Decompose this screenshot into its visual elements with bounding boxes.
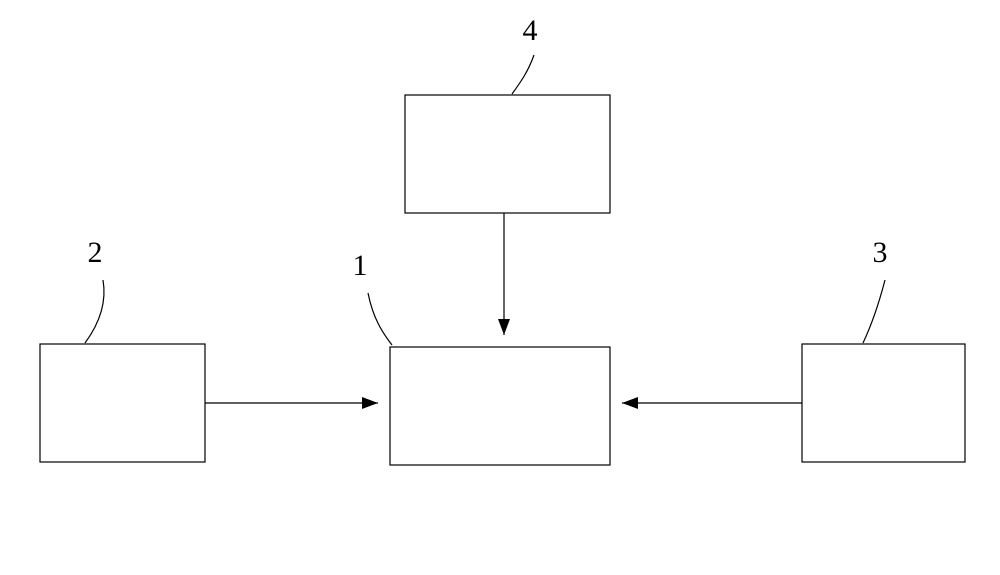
leader-L2 <box>85 280 104 343</box>
node-box1 <box>390 347 610 465</box>
node-box4 <box>405 95 610 213</box>
node-box2 <box>40 344 205 462</box>
boxes-layer <box>40 95 965 465</box>
label-L4: 4 <box>523 14 538 47</box>
arrows-layer <box>205 213 802 403</box>
node-box3 <box>802 344 965 462</box>
block-diagram: 1 2 3 4 <box>0 0 1000 575</box>
label-L2: 2 <box>88 236 103 269</box>
labels-layer: 1 2 3 4 <box>85 14 888 345</box>
leader-L3 <box>863 280 885 343</box>
leader-L1 <box>368 293 392 345</box>
label-L3: 3 <box>873 236 888 269</box>
leader-L4 <box>512 55 534 94</box>
label-L1: 1 <box>353 249 368 282</box>
